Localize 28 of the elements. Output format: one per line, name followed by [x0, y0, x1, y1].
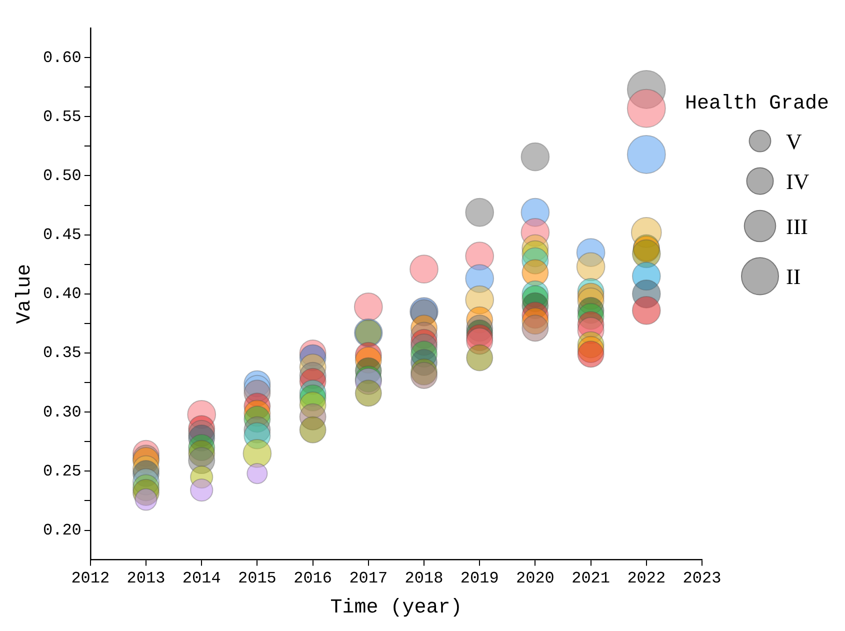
- x-tick-label: 2012: [71, 570, 110, 588]
- x-axis-title: Time (year): [330, 596, 462, 620]
- y-tick-label: 0.20: [43, 521, 82, 540]
- y-tick-label: 0.30: [43, 403, 82, 422]
- x-tick-label: 2018: [404, 570, 444, 588]
- y-tick-label: 0.25: [43, 462, 82, 480]
- x-tick-label: 2019: [460, 570, 499, 588]
- x-tick-label: 2023: [682, 570, 722, 588]
- x-tick-label: 2017: [349, 570, 388, 588]
- y-tick-label: 0.55: [43, 108, 82, 126]
- y-tick-label: 0.40: [43, 285, 82, 304]
- legend-label: V: [786, 128, 802, 154]
- y-tick-label: 0.60: [43, 48, 82, 67]
- legend-label: IV: [786, 168, 810, 194]
- x-tick-label: 2016: [294, 570, 332, 588]
- x-tick-label: 2022: [627, 570, 666, 588]
- y-tick-label: 0.50: [43, 166, 82, 185]
- y-tick-label: 0.45: [43, 226, 82, 244]
- x-tick-label: 2020: [516, 570, 554, 588]
- x-tick-label: 2014: [182, 570, 221, 588]
- x-tick-label: 2021: [572, 570, 610, 588]
- y-tick-label: 0.35: [43, 344, 82, 362]
- x-tick-label: 2015: [238, 570, 276, 588]
- legend-label: II: [786, 264, 801, 289]
- legend-title: Health Grade: [685, 92, 830, 116]
- x-tick-label: 2013: [126, 570, 166, 588]
- y-axis-title: Value: [13, 264, 36, 324]
- legend-label: III: [786, 214, 808, 239]
